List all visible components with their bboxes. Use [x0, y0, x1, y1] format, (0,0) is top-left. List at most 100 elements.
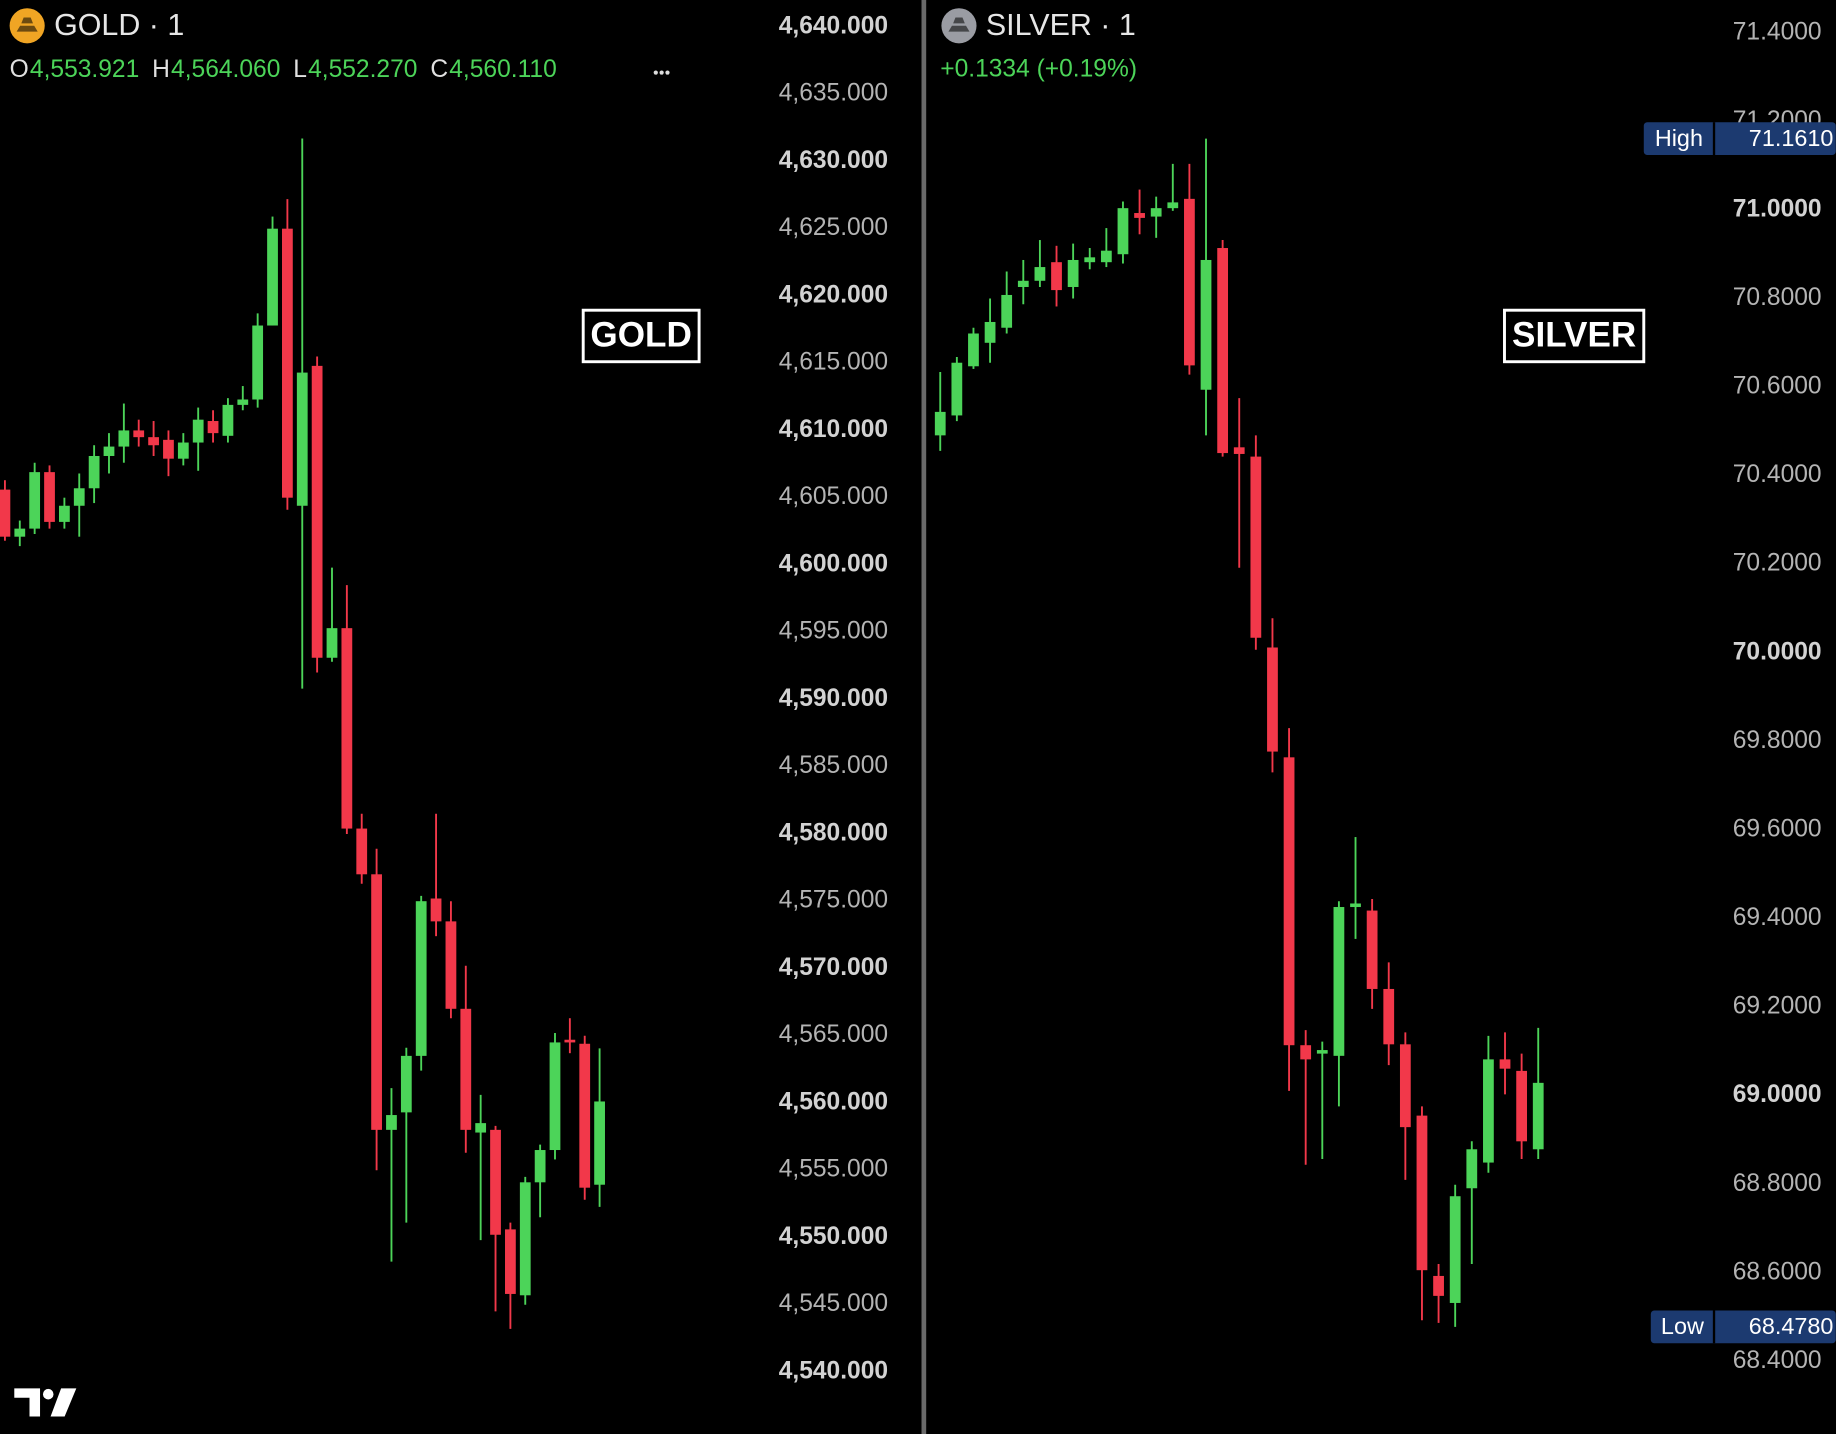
candle-body	[0, 489, 11, 537]
candle-body	[1516, 1070, 1528, 1142]
candle-body	[1366, 910, 1378, 989]
price-marker	[1650, 1310, 1836, 1344]
price-marker-label: Low	[1661, 1313, 1704, 1339]
symbol-icon	[9, 8, 45, 44]
candle-body	[549, 1042, 561, 1151]
logo	[14, 1388, 77, 1417]
candle-body	[415, 901, 427, 1056]
candle-body	[430, 898, 442, 922]
logo-part	[42, 1388, 54, 1400]
logo-part	[50, 1388, 77, 1417]
y-tick-label: 4,585.000	[779, 752, 888, 779]
dot	[653, 70, 658, 75]
candle-body	[1167, 202, 1179, 209]
y-tick-label: 4,570.000	[779, 954, 888, 981]
y-tick-label: 69.4000	[1733, 904, 1822, 931]
candle-body	[133, 430, 145, 438]
y-tick-label: 4,580.000	[779, 819, 888, 846]
y-tick-label: 69.2000	[1733, 993, 1822, 1020]
candle-body	[14, 528, 26, 537]
candle-body	[1051, 262, 1062, 291]
candle-body	[1150, 208, 1162, 217]
candle-body	[1017, 280, 1029, 287]
y-tick-label: 4,620.000	[779, 281, 888, 308]
candle-body	[118, 430, 130, 447]
watermark-box	[1503, 308, 1646, 364]
candle-body	[163, 439, 174, 459]
logo-part	[14, 1388, 41, 1417]
candle-body	[1350, 903, 1361, 908]
candle-body	[519, 1182, 531, 1296]
candle-body	[237, 399, 249, 405]
candle-body	[1117, 208, 1129, 255]
y-tick-label: 4,600.000	[779, 550, 888, 577]
more-menu[interactable]	[653, 70, 670, 75]
candle-body	[326, 628, 338, 658]
candle-body	[103, 446, 115, 456]
y-tick-label: 70.4000	[1733, 461, 1822, 488]
candle-body	[207, 421, 219, 434]
candle-body	[490, 1129, 501, 1235]
candle-body	[356, 828, 368, 875]
symbol-title: GOLD · 1	[54, 8, 184, 42]
y-tick-label: 4,605.000	[779, 483, 888, 510]
symbol-icon	[941, 8, 977, 44]
candle-body	[968, 333, 979, 367]
candle-body	[73, 488, 85, 506]
candle-body	[445, 921, 457, 1009]
ohlc-value: 4,553.921	[30, 56, 139, 83]
candle-body	[1433, 1275, 1444, 1296]
watermark-box	[581, 308, 701, 364]
y-tick-label: 4,635.000	[779, 80, 888, 107]
candle-body	[386, 1115, 397, 1130]
candle-body	[579, 1043, 591, 1188]
candle-body	[460, 1008, 472, 1130]
candle-body	[1100, 250, 1112, 263]
candle-body	[341, 628, 353, 829]
y-tick-label: 70.2000	[1733, 550, 1822, 577]
ohlc-key: L	[293, 56, 307, 83]
symbol-title: SILVER · 1	[986, 8, 1136, 42]
y-tick-label: 70.0000	[1733, 638, 1822, 665]
ohlc-legend: O4,553.921 H4,564.060 L4,552.270 C4,560.110	[10, 56, 557, 83]
candle-body	[371, 874, 382, 1130]
y-tick-label: 69.6000	[1733, 815, 1822, 842]
candle-body	[192, 419, 204, 443]
y-tick-label: 69.0000	[1733, 1081, 1822, 1108]
y-tick-label: 4,630.000	[779, 147, 888, 174]
candle-body	[594, 1101, 605, 1185]
y-tick-label: 4,625.000	[779, 214, 888, 241]
candle-body	[564, 1039, 576, 1043]
candle-body	[1217, 248, 1229, 454]
candle-body	[534, 1150, 546, 1183]
ohlc-value: 4,564.060	[171, 56, 280, 83]
ohlc-key: O	[10, 56, 29, 83]
y-tick-label: 68.4000	[1733, 1347, 1822, 1374]
candle-body	[44, 472, 55, 522]
symbol-icon-glyph	[948, 17, 970, 32]
y-tick-label: 69.8000	[1733, 727, 1822, 754]
y-tick-label: 4,565.000	[779, 1021, 888, 1048]
candle-body	[1383, 988, 1395, 1045]
y-tick-label: 4,550.000	[779, 1223, 888, 1250]
candle-body	[1134, 213, 1145, 218]
candle-body	[29, 472, 41, 529]
y-tick-label: 4,590.000	[779, 685, 888, 712]
y-tick-label: 4,615.000	[779, 349, 888, 376]
price-marker-value: 68.4780	[1749, 1313, 1834, 1339]
pane-divider	[921, 0, 927, 1434]
candle-body	[400, 1055, 412, 1113]
ohlc-value: 4,552.270	[308, 56, 417, 83]
candle-body	[1250, 456, 1262, 638]
candle-body	[1416, 1115, 1428, 1271]
dot	[659, 70, 664, 75]
candle-body	[148, 437, 159, 446]
price-marker-label: High	[1655, 125, 1703, 151]
candle-body	[934, 411, 946, 436]
candle-body	[1233, 447, 1245, 454]
candle-body	[222, 404, 234, 436]
candle-body	[1283, 757, 1295, 1046]
candle-body	[1084, 257, 1096, 263]
